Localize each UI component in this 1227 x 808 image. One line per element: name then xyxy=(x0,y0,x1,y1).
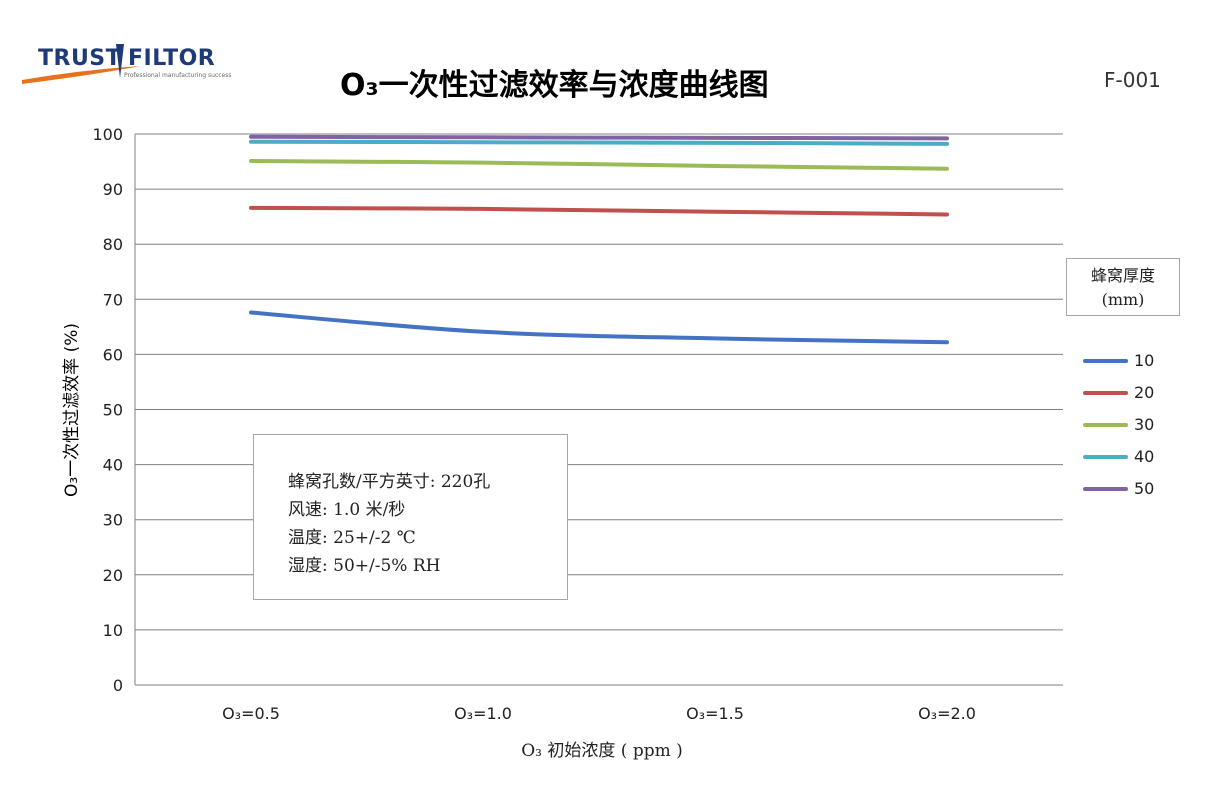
legend-label: 10 xyxy=(1134,351,1155,370)
condition-cell-count: 蜂窝孔数/平方英寸: 220孔 xyxy=(288,472,491,492)
test-conditions-box: 蜂窝孔数/平方英寸: 220孔 风速: 1.0 米/秒 温度: 25+/-2 ℃… xyxy=(253,434,568,600)
series-line-30mm xyxy=(249,158,949,171)
y-tick-label: 80 xyxy=(103,235,123,254)
series-line-10mm xyxy=(249,310,949,345)
y-tick-labels: 0 10 20 30 40 50 60 70 80 90 100 xyxy=(92,125,123,695)
y-tick-label: 30 xyxy=(103,511,123,530)
condition-air-speed: 风速: 1.0 米/秒 xyxy=(288,500,406,520)
condition-temperature: 温度: 25+/-2 ℃ xyxy=(288,528,416,548)
legend-label: 20 xyxy=(1134,383,1155,402)
legend-swatch xyxy=(1083,391,1128,395)
x-tick-label: O₃=0.5 xyxy=(222,704,280,723)
y-tick-label: 70 xyxy=(103,290,123,309)
y-axis-label: O₃一次性过滤效率 (%) xyxy=(62,323,82,497)
series-line-40mm xyxy=(249,139,949,146)
x-tick-label: O₃=2.0 xyxy=(918,704,976,723)
x-axis-label: O₃ 初始浓度 ( ppm ) xyxy=(521,741,683,761)
y-tick-label: 10 xyxy=(103,621,123,640)
axes xyxy=(134,134,1063,686)
logo-swoosh-icon xyxy=(22,44,140,84)
brand-logo: TRUST FILTOR Professional manufacturing … xyxy=(20,40,231,86)
logo-text-trust: TRUST xyxy=(38,46,122,71)
legend-title-line1: 蜂窝厚度 xyxy=(1090,266,1155,285)
legend-label: 40 xyxy=(1134,447,1155,466)
x-tick-label: O₃=1.0 xyxy=(454,704,512,723)
y-tick-label: 50 xyxy=(103,401,123,420)
y-tick-label: 40 xyxy=(103,456,123,475)
logo-text-filtor: FILTOR xyxy=(128,46,216,71)
condition-humidity: 湿度: 50+/-5% RH xyxy=(288,556,441,576)
legend-label: 50 xyxy=(1134,479,1155,498)
legend-label: 30 xyxy=(1134,415,1155,434)
x-tick-label: O₃=1.5 xyxy=(686,704,744,723)
x-tick-labels: O₃=0.5 O₃=1.0 O₃=1.5 O₃=2.0 xyxy=(222,704,976,723)
legend-title: 蜂窝厚度 (mm) xyxy=(1066,258,1180,316)
y-tick-label: 60 xyxy=(103,345,123,364)
series-line-20mm xyxy=(249,205,949,217)
document-code: F-001 xyxy=(1104,68,1161,92)
y-tick-label: 90 xyxy=(103,180,123,199)
legend-swatch xyxy=(1083,487,1128,491)
y-tick-label: 0 xyxy=(113,676,123,695)
series-line-50mm xyxy=(249,134,949,141)
series-lines xyxy=(249,134,949,345)
y-tick-label: 100 xyxy=(92,125,123,144)
legend-swatch xyxy=(1083,455,1128,459)
chart-title: O₃一次性过滤效率与浓度曲线图 xyxy=(340,68,769,103)
y-tick-label: 20 xyxy=(103,566,123,585)
legend-title-line2: (mm) xyxy=(1101,290,1145,309)
legend-swatch xyxy=(1083,359,1128,363)
legend-swatch xyxy=(1083,423,1128,427)
logo-tagline: Professional manufacturing success xyxy=(124,72,232,79)
